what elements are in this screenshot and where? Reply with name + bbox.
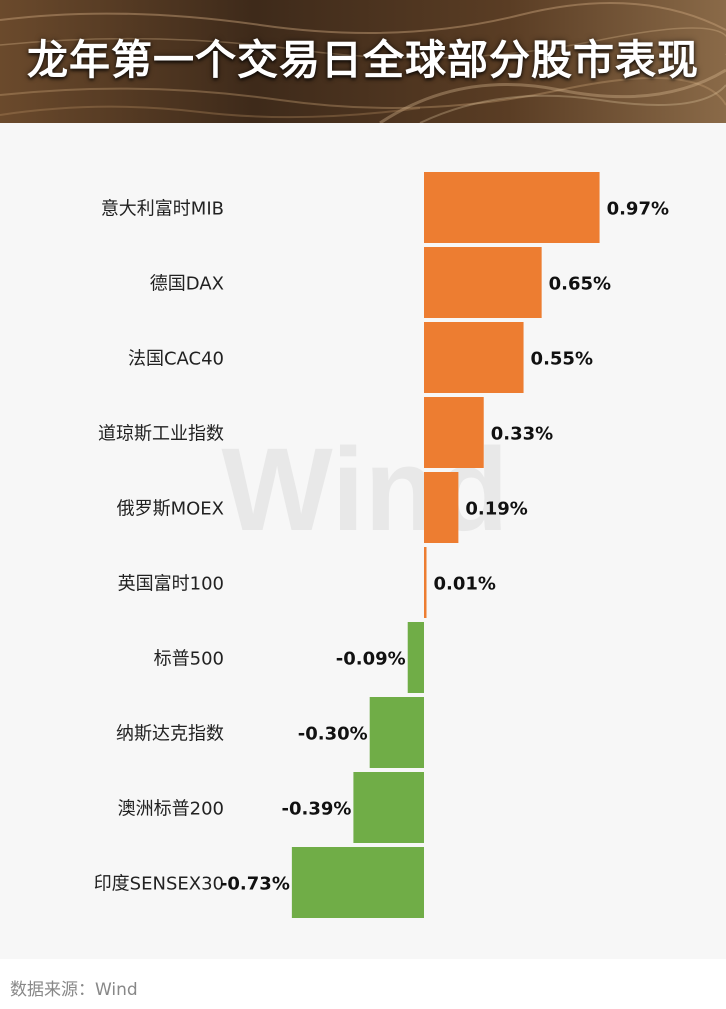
- value-label: 0.01%: [434, 574, 496, 595]
- value-label: -0.09%: [336, 649, 406, 670]
- bar-5: [424, 472, 459, 543]
- category-label: 道琼斯工业指数: [98, 424, 224, 445]
- category-label: 英国富时100: [118, 574, 224, 595]
- value-label: 0.33%: [491, 424, 553, 445]
- category-label: 标普500: [154, 649, 224, 670]
- value-label: 0.55%: [531, 349, 593, 370]
- bar-6: [424, 547, 427, 618]
- header-banner: 龙年第一个交易日全球部分股市表现: [0, 0, 726, 123]
- value-label: -0.39%: [281, 799, 351, 820]
- value-label: 0.65%: [549, 274, 611, 295]
- category-label: 德国DAX: [150, 274, 224, 295]
- category-label: 澳洲标普200: [118, 799, 224, 820]
- bar-7: [407, 622, 424, 693]
- bar-4: [424, 397, 484, 468]
- page-title: 龙年第一个交易日全球部分股市表现: [27, 36, 699, 84]
- value-label: 0.19%: [465, 499, 527, 520]
- banner-background: [0, 0, 726, 123]
- source-note: 数据来源：Wind: [10, 980, 138, 1000]
- value-label: -0.73%: [220, 874, 290, 895]
- category-label: 纳斯达克指数: [116, 724, 224, 745]
- value-label: -0.30%: [298, 724, 368, 745]
- bar-10: [291, 847, 424, 918]
- category-label: 意大利富时MIB: [101, 199, 224, 220]
- value-label: 0.97%: [607, 199, 669, 220]
- category-label: 俄罗斯MOEX: [117, 499, 224, 520]
- bar-2: [424, 247, 542, 318]
- bar-8: [369, 697, 424, 768]
- category-label: 印度SENSEX30: [94, 874, 224, 895]
- bar-9: [353, 772, 424, 843]
- category-label: 法国CAC40: [128, 349, 224, 370]
- bar-1: [424, 172, 600, 243]
- bar-3: [424, 322, 524, 393]
- bar-chart: 意大利富时MIB 0.97% 德国DAX 0.65% 法国CAC40 0.55% 道琼斯工业…: [94, 172, 669, 918]
